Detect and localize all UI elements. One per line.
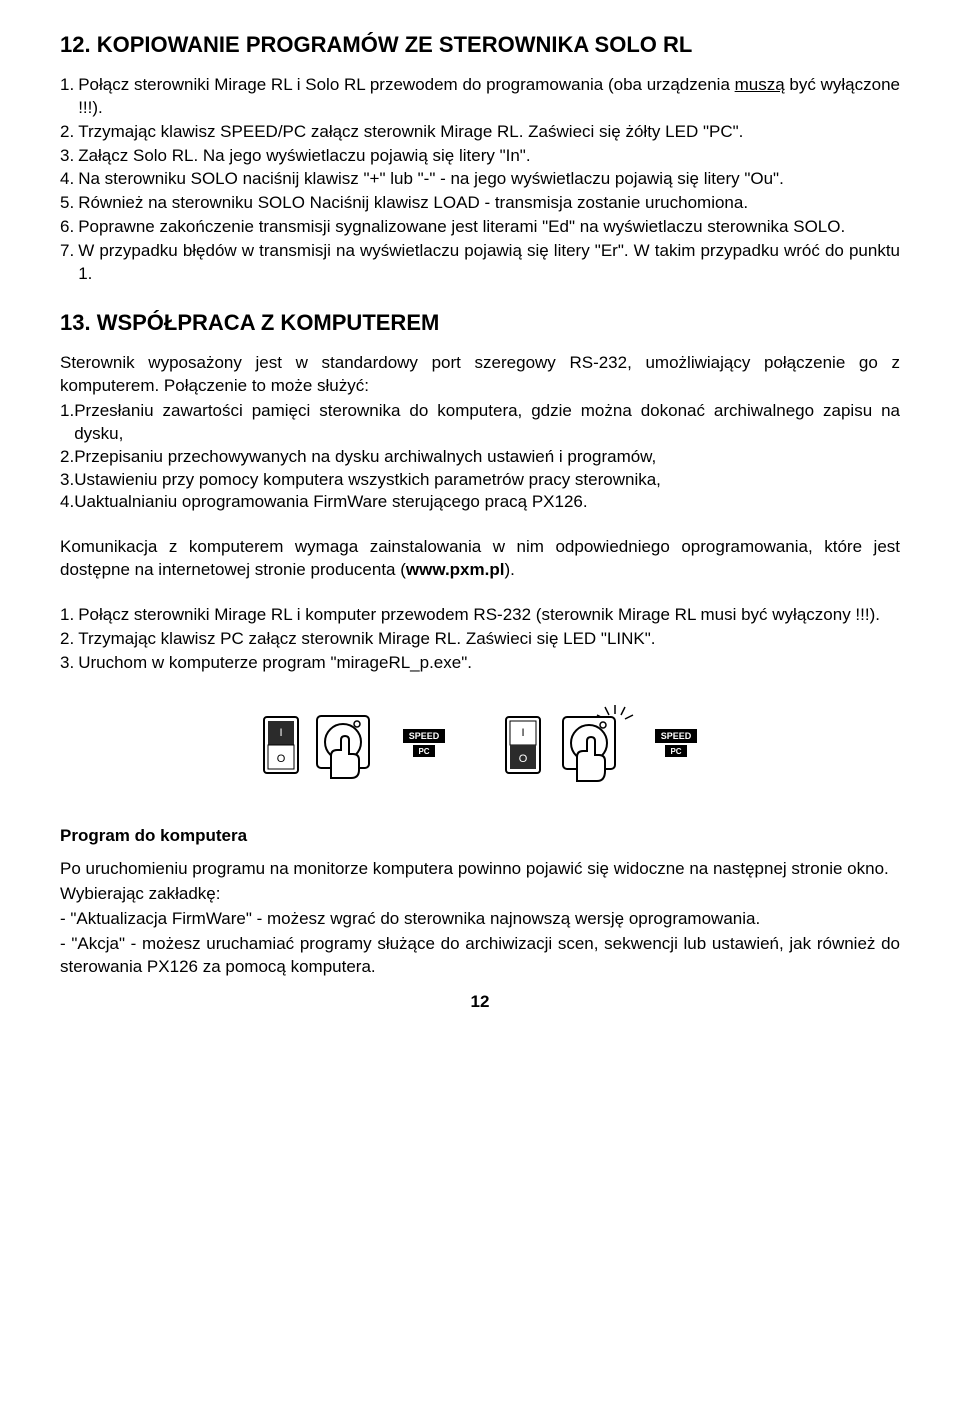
diagram-right: I O SPEED PC: [505, 705, 697, 785]
program-heading: Program do komputera: [60, 825, 900, 848]
comm-bold-url: www.pxm.pl: [406, 560, 505, 579]
intro-para: Sterownik wyposażony jest w standardowy …: [60, 352, 900, 398]
speed-pc-label-icon: SPEED PC: [655, 729, 697, 761]
list-item: 5. Również na sterowniku SOLO Naciśnij k…: [60, 192, 900, 215]
item-text: Również na sterowniku SOLO Naciśnij klaw…: [78, 192, 900, 215]
item-number: 1.: [60, 74, 74, 120]
item-text: Przepisaniu przechowywanych na dysku arc…: [74, 446, 900, 469]
item-text: Połącz sterowniki Mirage RL i komputer p…: [78, 604, 900, 627]
item-text: Trzymając klawisz PC załącz sterownik Mi…: [78, 628, 900, 651]
comm-post: ).: [504, 560, 514, 579]
item-text: W przypadku błędów w transmisji na wyświ…: [78, 240, 900, 286]
list-item: 2. Przepisaniu przechowywanych na dysku …: [60, 446, 900, 469]
program-bullet2: - "Akcja" - możesz uruchamiać programy s…: [60, 933, 900, 979]
item-text: Ustawieniu przy pomocy komputera wszystk…: [74, 469, 900, 492]
item-number: 2.: [60, 628, 74, 651]
item-text: Na sterowniku SOLO naciśnij klawisz "+" …: [78, 168, 900, 191]
program-section: Program do komputera Po uruchomieniu pro…: [60, 825, 900, 979]
list-item: 6. Poprawne zakończenie transmisji sygna…: [60, 216, 900, 239]
list-item: 1. Połącz sterowniki Mirage RL i Solo RL…: [60, 74, 900, 120]
speed-pc-label-icon: SPEED PC: [403, 729, 445, 761]
section12-list: 1. Połącz sterowniki Mirage RL i Solo RL…: [60, 74, 900, 286]
item-number: 3.: [60, 145, 74, 168]
list-item: 4. Uaktualnianiu oprogramowania FirmWare…: [60, 491, 900, 514]
section12-title: 12. KOPIOWANIE PROGRAMÓW ZE STEROWNIKA S…: [60, 30, 900, 60]
list-item: 4. Na sterowniku SOLO naciśnij klawisz "…: [60, 168, 900, 191]
item-number: 3.: [60, 469, 74, 492]
pc-label: PC: [418, 747, 429, 756]
item-number: 4.: [60, 168, 74, 191]
item-number: 6.: [60, 216, 74, 239]
item-number: 3.: [60, 652, 74, 675]
item-number: 5.: [60, 192, 74, 215]
switch-o-label: O: [519, 753, 528, 765]
item-number: 1.: [60, 400, 74, 446]
diagram-row: I O SPEED PC I O: [60, 705, 900, 785]
section13-steps: 1. Połącz sterowniki Mirage RL i kompute…: [60, 604, 900, 675]
item-text: Trzymając klawisz SPEED/PC załącz sterow…: [78, 121, 900, 144]
power-switch-icon: I O: [505, 716, 541, 774]
power-switch-icon: I O: [263, 716, 299, 774]
list-item: 2. Trzymając klawisz PC załącz sterownik…: [60, 628, 900, 651]
text-underline: muszą: [735, 75, 785, 94]
list-item: 3. Załącz Solo RL. Na jego wyświetlaczu …: [60, 145, 900, 168]
page-number: 12: [60, 991, 900, 1014]
list-item: 1. Przesłaniu zawartości pamięci sterown…: [60, 400, 900, 446]
item-number: 2.: [60, 446, 74, 469]
program-para2: Wybierając zakładkę:: [60, 883, 900, 906]
comm-text: Komunikacja z komputerem wymaga zainstal…: [60, 536, 900, 582]
switch-i-label: I: [279, 727, 282, 739]
item-text: Połącz sterowniki Mirage RL i Solo RL pr…: [78, 74, 900, 120]
pc-label: PC: [670, 747, 681, 756]
list-item: 1. Połącz sterowniki Mirage RL i kompute…: [60, 604, 900, 627]
list-item: 7. W przypadku błędów w transmisji na wy…: [60, 240, 900, 286]
diagram-left: I O SPEED PC: [263, 705, 445, 785]
text-pre: Połącz sterowniki Mirage RL i Solo RL pr…: [78, 75, 734, 94]
section13-title: 13. WSPÓŁPRACA Z KOMPUTEREM: [60, 308, 900, 338]
speed-label: SPEED: [661, 731, 692, 741]
program-para1: Po uruchomieniu programu na monitorze ko…: [60, 858, 900, 881]
button-press-icon: [311, 710, 391, 780]
item-text: Poprawne zakończenie transmisji sygnaliz…: [78, 216, 900, 239]
item-text: Załącz Solo RL. Na jego wyświetlaczu poj…: [78, 145, 900, 168]
switch-i-label: I: [521, 727, 524, 739]
list-item: 3. Uruchom w komputerze program "mirageR…: [60, 652, 900, 675]
item-number: 7.: [60, 240, 74, 286]
program-bullet1: - "Aktualizacja FirmWare" - możesz wgrać…: [60, 908, 900, 931]
list-item: 3. Ustawieniu przy pomocy komputera wszy…: [60, 469, 900, 492]
button-press-flash-icon: [553, 705, 643, 785]
section13-intro: Sterownik wyposażony jest w standardowy …: [60, 352, 900, 515]
list-item: 2. Trzymając klawisz SPEED/PC załącz ste…: [60, 121, 900, 144]
communication-para: Komunikacja z komputerem wymaga zainstal…: [60, 536, 900, 582]
item-text: Przesłaniu zawartości pamięci sterownika…: [74, 400, 900, 446]
item-text: Uruchom w komputerze program "mirageRL_p…: [78, 652, 900, 675]
speed-label: SPEED: [409, 731, 440, 741]
item-number: 1.: [60, 604, 74, 627]
switch-o-label: O: [277, 753, 286, 765]
item-number: 4.: [60, 491, 74, 514]
item-text: Uaktualnianiu oprogramowania FirmWare st…: [74, 491, 900, 514]
item-number: 2.: [60, 121, 74, 144]
